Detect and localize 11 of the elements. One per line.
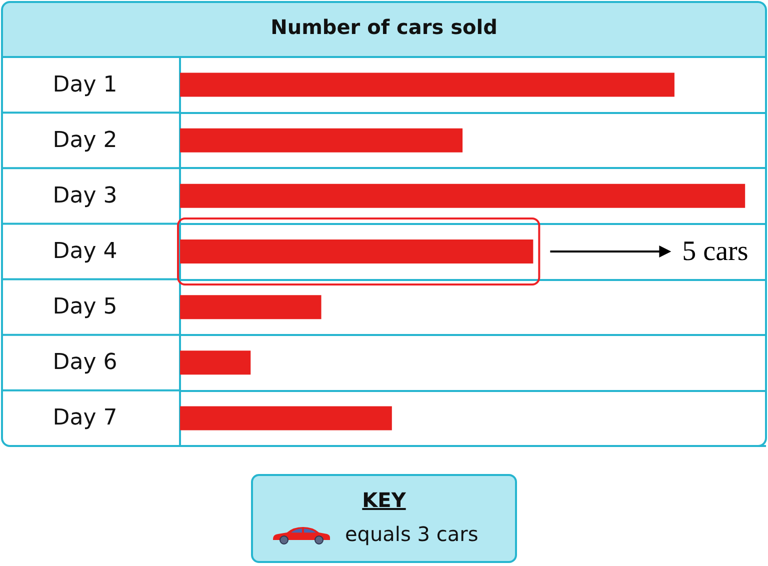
y-tick-label: Day 4 [52, 239, 118, 264]
y-tick-label: Day 2 [52, 128, 118, 153]
y-tick-label: Day 1 [52, 72, 118, 98]
text: equals 3 cars [345, 522, 478, 546]
y-tick-label: Day 3 [52, 183, 118, 208]
chart-title: Number of cars sold [270, 15, 498, 39]
y-tick-label: Day 6 [52, 350, 118, 376]
y-tick-label: Day 5 [52, 294, 118, 320]
text: KEY [361, 488, 407, 512]
annotation: 5 cars [682, 236, 748, 267]
y-tick-label: Day 7 [52, 406, 118, 431]
